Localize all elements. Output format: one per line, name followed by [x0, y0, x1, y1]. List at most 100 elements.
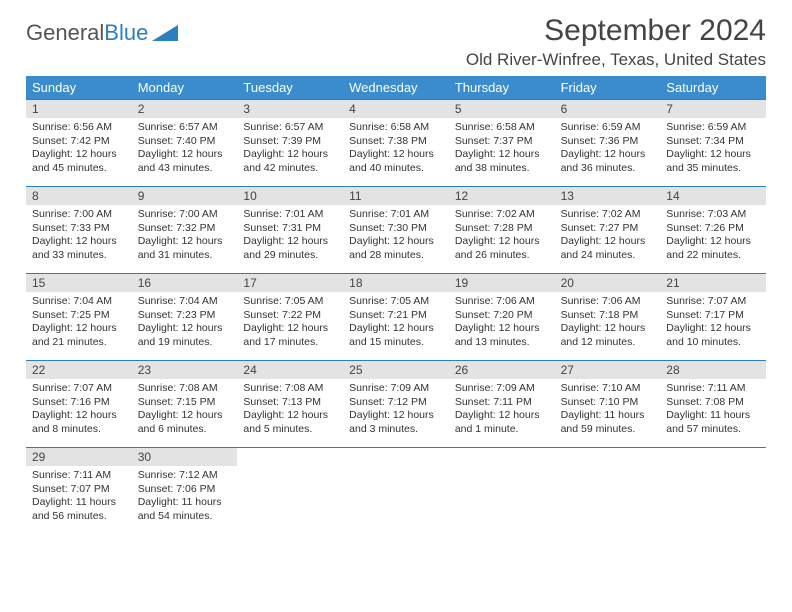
day-number: 3	[237, 100, 343, 118]
day-details: Sunrise: 6:58 AMSunset: 7:38 PMDaylight:…	[343, 118, 449, 181]
detail-line: Sunrise: 7:06 AM	[455, 295, 549, 309]
day-details: Sunrise: 7:05 AMSunset: 7:22 PMDaylight:…	[237, 292, 343, 355]
detail-line: Sunrise: 7:11 AM	[32, 469, 126, 483]
week-row: 15Sunrise: 7:04 AMSunset: 7:25 PMDayligh…	[26, 273, 766, 360]
detail-line: Sunrise: 6:56 AM	[32, 121, 126, 135]
detail-line: Daylight: 12 hours	[666, 235, 760, 249]
detail-line: Sunset: 7:07 PM	[32, 483, 126, 497]
day-cell	[237, 448, 343, 534]
detail-line: Daylight: 12 hours	[455, 148, 549, 162]
day-details: Sunrise: 7:09 AMSunset: 7:11 PMDaylight:…	[449, 379, 555, 442]
detail-line: Sunset: 7:42 PM	[32, 135, 126, 149]
day-header: Sunday	[26, 76, 132, 99]
day-details: Sunrise: 6:56 AMSunset: 7:42 PMDaylight:…	[26, 118, 132, 181]
day-cell: 9Sunrise: 7:00 AMSunset: 7:32 PMDaylight…	[132, 187, 238, 273]
day-cell	[343, 448, 449, 534]
day-cell	[660, 448, 766, 534]
detail-line: and 21 minutes.	[32, 336, 126, 350]
detail-line: Sunset: 7:26 PM	[666, 222, 760, 236]
detail-line: Daylight: 12 hours	[666, 148, 760, 162]
day-number: 23	[132, 361, 238, 379]
day-cell: 23Sunrise: 7:08 AMSunset: 7:15 PMDayligh…	[132, 361, 238, 447]
detail-line: Sunset: 7:16 PM	[32, 396, 126, 410]
day-details: Sunrise: 7:06 AMSunset: 7:20 PMDaylight:…	[449, 292, 555, 355]
detail-line: and 56 minutes.	[32, 510, 126, 524]
day-cell: 3Sunrise: 6:57 AMSunset: 7:39 PMDaylight…	[237, 100, 343, 186]
detail-line: Sunset: 7:15 PM	[138, 396, 232, 410]
detail-line: Sunrise: 7:08 AM	[243, 382, 337, 396]
day-details: Sunrise: 7:09 AMSunset: 7:12 PMDaylight:…	[343, 379, 449, 442]
detail-line: Daylight: 12 hours	[32, 322, 126, 336]
detail-line: and 22 minutes.	[666, 249, 760, 263]
day-cell: 18Sunrise: 7:05 AMSunset: 7:21 PMDayligh…	[343, 274, 449, 360]
day-number: 29	[26, 448, 132, 466]
detail-line: Sunrise: 6:58 AM	[455, 121, 549, 135]
day-cell: 2Sunrise: 6:57 AMSunset: 7:40 PMDaylight…	[132, 100, 238, 186]
day-details: Sunrise: 6:59 AMSunset: 7:36 PMDaylight:…	[555, 118, 661, 181]
day-number: 13	[555, 187, 661, 205]
logo: GeneralBlue	[26, 20, 178, 46]
day-number: 15	[26, 274, 132, 292]
day-details: Sunrise: 7:01 AMSunset: 7:31 PMDaylight:…	[237, 205, 343, 268]
day-cell: 8Sunrise: 7:00 AMSunset: 7:33 PMDaylight…	[26, 187, 132, 273]
detail-line: Sunset: 7:13 PM	[243, 396, 337, 410]
detail-line: and 31 minutes.	[138, 249, 232, 263]
detail-line: and 19 minutes.	[138, 336, 232, 350]
detail-line: Sunset: 7:18 PM	[561, 309, 655, 323]
detail-line: and 57 minutes.	[666, 423, 760, 437]
detail-line: Sunrise: 7:04 AM	[138, 295, 232, 309]
detail-line: Sunrise: 6:59 AM	[561, 121, 655, 135]
week-row: 1Sunrise: 6:56 AMSunset: 7:42 PMDaylight…	[26, 99, 766, 186]
detail-line: Sunrise: 6:58 AM	[349, 121, 443, 135]
detail-line: and 36 minutes.	[561, 162, 655, 176]
day-details: Sunrise: 7:07 AMSunset: 7:16 PMDaylight:…	[26, 379, 132, 442]
day-cell: 10Sunrise: 7:01 AMSunset: 7:31 PMDayligh…	[237, 187, 343, 273]
detail-line: and 12 minutes.	[561, 336, 655, 350]
day-number: 12	[449, 187, 555, 205]
detail-line: Sunrise: 7:00 AM	[138, 208, 232, 222]
calendar: Sunday Monday Tuesday Wednesday Thursday…	[26, 76, 766, 534]
day-cell: 20Sunrise: 7:06 AMSunset: 7:18 PMDayligh…	[555, 274, 661, 360]
detail-line: Daylight: 11 hours	[32, 496, 126, 510]
day-details: Sunrise: 7:04 AMSunset: 7:23 PMDaylight:…	[132, 292, 238, 355]
day-cell: 21Sunrise: 7:07 AMSunset: 7:17 PMDayligh…	[660, 274, 766, 360]
detail-line: and 8 minutes.	[32, 423, 126, 437]
detail-line: Sunset: 7:06 PM	[138, 483, 232, 497]
detail-line: Daylight: 12 hours	[561, 148, 655, 162]
day-cell: 11Sunrise: 7:01 AMSunset: 7:30 PMDayligh…	[343, 187, 449, 273]
day-details: Sunrise: 6:57 AMSunset: 7:39 PMDaylight:…	[237, 118, 343, 181]
day-cell: 16Sunrise: 7:04 AMSunset: 7:23 PMDayligh…	[132, 274, 238, 360]
detail-line: Sunrise: 7:05 AM	[349, 295, 443, 309]
detail-line: Sunrise: 6:57 AM	[243, 121, 337, 135]
detail-line: Daylight: 12 hours	[32, 235, 126, 249]
day-number: 9	[132, 187, 238, 205]
day-number: 5	[449, 100, 555, 118]
detail-line: Sunrise: 7:02 AM	[455, 208, 549, 222]
detail-line: and 13 minutes.	[455, 336, 549, 350]
detail-line: and 10 minutes.	[666, 336, 760, 350]
detail-line: and 5 minutes.	[243, 423, 337, 437]
detail-line: and 40 minutes.	[349, 162, 443, 176]
day-details: Sunrise: 6:59 AMSunset: 7:34 PMDaylight:…	[660, 118, 766, 181]
header: GeneralBlue September 2024 Old River-Win…	[26, 14, 766, 70]
day-details: Sunrise: 7:01 AMSunset: 7:30 PMDaylight:…	[343, 205, 449, 268]
detail-line: Daylight: 12 hours	[243, 409, 337, 423]
day-details: Sunrise: 7:08 AMSunset: 7:13 PMDaylight:…	[237, 379, 343, 442]
detail-line: and 17 minutes.	[243, 336, 337, 350]
day-cell: 5Sunrise: 6:58 AMSunset: 7:37 PMDaylight…	[449, 100, 555, 186]
day-number: 28	[660, 361, 766, 379]
detail-line: Daylight: 11 hours	[561, 409, 655, 423]
detail-line: Sunset: 7:23 PM	[138, 309, 232, 323]
detail-line: and 6 minutes.	[138, 423, 232, 437]
day-header: Friday	[555, 76, 661, 99]
day-cell: 25Sunrise: 7:09 AMSunset: 7:12 PMDayligh…	[343, 361, 449, 447]
location: Old River-Winfree, Texas, United States	[466, 50, 766, 70]
day-header: Tuesday	[237, 76, 343, 99]
detail-line: Daylight: 12 hours	[455, 409, 549, 423]
month-title: September 2024	[466, 14, 766, 48]
day-cell: 6Sunrise: 6:59 AMSunset: 7:36 PMDaylight…	[555, 100, 661, 186]
detail-line: Sunset: 7:17 PM	[666, 309, 760, 323]
detail-line: Daylight: 12 hours	[138, 322, 232, 336]
detail-line: Sunset: 7:21 PM	[349, 309, 443, 323]
day-cell: 30Sunrise: 7:12 AMSunset: 7:06 PMDayligh…	[132, 448, 238, 534]
